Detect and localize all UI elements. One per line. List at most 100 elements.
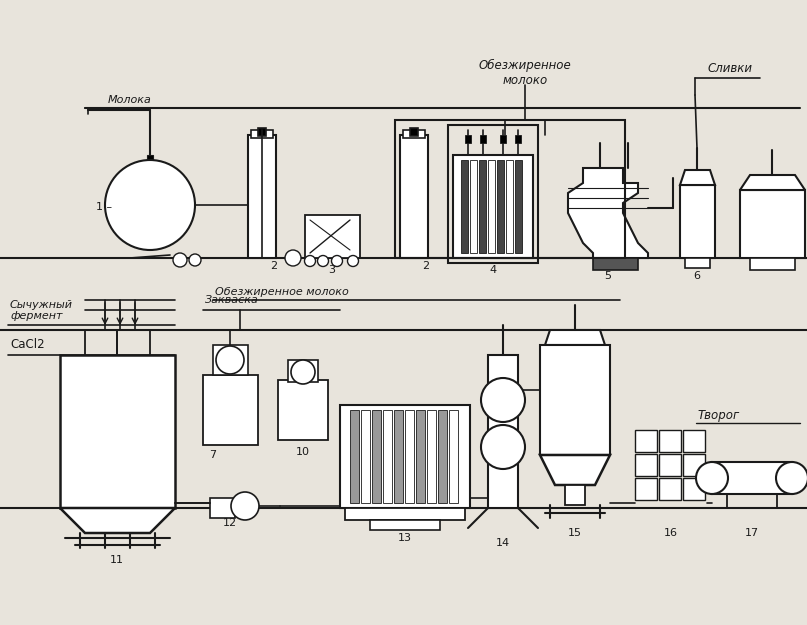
Bar [248, 135, 276, 258]
Circle shape [231, 492, 259, 520]
Text: Закваска: Закваска [205, 295, 259, 305]
Bar [448, 125, 538, 263]
Text: Молока: Молока [108, 95, 152, 105]
Bar [683, 478, 705, 500]
Text: Сычужный: Сычужный [10, 300, 73, 310]
Bar [403, 130, 425, 138]
Bar [465, 135, 471, 143]
Bar [565, 485, 585, 505]
Circle shape [216, 346, 244, 374]
Bar [659, 454, 681, 476]
Bar [506, 160, 513, 253]
Text: 2: 2 [422, 261, 429, 271]
Bar [461, 160, 468, 253]
Bar [497, 160, 504, 253]
Circle shape [173, 253, 187, 267]
Bar [500, 135, 506, 143]
Bar [60, 355, 175, 508]
Bar [278, 380, 328, 440]
Bar [593, 258, 638, 270]
Bar [659, 430, 681, 452]
Bar [251, 130, 273, 138]
Bar [479, 160, 486, 253]
Text: 14: 14 [496, 538, 510, 548]
Bar [480, 135, 486, 143]
Bar [683, 430, 705, 452]
Text: 4: 4 [489, 265, 496, 275]
Polygon shape [568, 168, 648, 258]
Bar [410, 128, 418, 136]
Circle shape [317, 256, 328, 266]
Text: 1 –: 1 – [96, 202, 112, 212]
Text: Творог: Творог [698, 409, 740, 421]
Circle shape [348, 256, 358, 266]
Circle shape [696, 462, 728, 494]
Bar [449, 410, 458, 503]
Circle shape [304, 256, 316, 266]
Bar [372, 410, 381, 503]
Polygon shape [60, 508, 175, 533]
Bar [427, 410, 436, 503]
Text: 5: 5 [604, 271, 612, 281]
Circle shape [285, 250, 301, 266]
Bar [370, 520, 440, 530]
Bar [288, 360, 318, 382]
Text: Обезжиренное молоко: Обезжиренное молоко [215, 287, 349, 297]
Text: 16: 16 [664, 528, 678, 538]
Polygon shape [680, 170, 715, 185]
Text: 17: 17 [745, 528, 759, 538]
Bar [305, 215, 360, 258]
Text: 2: 2 [270, 261, 278, 271]
Bar [470, 160, 477, 253]
Text: молоко: молоко [503, 74, 548, 86]
Text: 15: 15 [568, 528, 582, 538]
Bar [395, 120, 625, 258]
Bar [405, 410, 414, 503]
Bar [750, 258, 795, 270]
Circle shape [481, 378, 525, 422]
Text: 12: 12 [223, 518, 237, 528]
Bar [258, 128, 266, 136]
Text: 11: 11 [110, 555, 124, 565]
Bar [394, 410, 403, 503]
Bar [635, 430, 657, 452]
Bar [635, 478, 657, 500]
Circle shape [481, 425, 525, 469]
Bar [515, 135, 521, 143]
Circle shape [189, 254, 201, 266]
Text: 7: 7 [210, 450, 216, 460]
Bar [635, 454, 657, 476]
Bar [383, 410, 392, 503]
Polygon shape [545, 330, 605, 345]
Text: 6: 6 [693, 271, 700, 281]
Bar [712, 462, 792, 494]
Bar [685, 258, 710, 268]
Bar [210, 498, 235, 518]
Bar [340, 405, 470, 508]
Bar [203, 375, 258, 445]
Polygon shape [540, 455, 610, 485]
Bar [683, 454, 705, 476]
Bar [400, 135, 428, 258]
Bar [438, 410, 447, 503]
Bar [361, 410, 370, 503]
Text: фермент: фермент [10, 311, 62, 321]
Circle shape [291, 360, 315, 384]
Bar [453, 155, 533, 258]
Text: Сливки: Сливки [708, 61, 752, 74]
Text: 3: 3 [328, 265, 336, 275]
Bar [540, 345, 610, 455]
Circle shape [776, 462, 807, 494]
Bar [740, 190, 805, 258]
Bar [515, 160, 522, 253]
Text: 13: 13 [398, 533, 412, 543]
Bar [213, 345, 248, 375]
Bar [350, 410, 359, 503]
Circle shape [332, 256, 342, 266]
Text: 10: 10 [296, 447, 310, 457]
Bar [147, 155, 153, 161]
Bar [345, 508, 465, 520]
Bar [680, 185, 715, 258]
Circle shape [105, 160, 195, 250]
Text: Обезжиренное: Обезжиренное [479, 59, 571, 71]
